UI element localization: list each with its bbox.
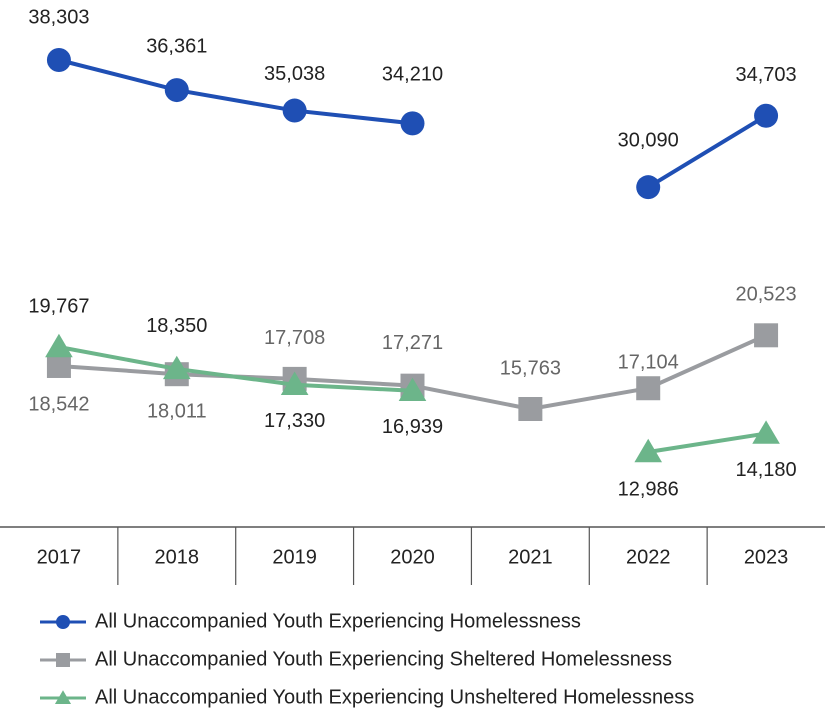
data-label: 17,708 (264, 327, 325, 349)
data-label: 15,763 (500, 357, 561, 379)
data-label: 18,542 (28, 393, 89, 415)
data-point (280, 371, 309, 395)
data-point (636, 175, 661, 200)
data-label: 34,703 (735, 64, 796, 86)
series-line (58, 345, 767, 454)
x-tick-label: 2021 (508, 546, 553, 568)
data-point (752, 420, 780, 444)
data-point (754, 103, 779, 128)
data-label: 35,038 (264, 63, 325, 85)
series-line (58, 58, 768, 189)
data-label: 18,011 (147, 400, 207, 422)
x-tick-label: 2017 (37, 546, 82, 568)
legend-label: All Unaccompanied Youth Experiencing Hom… (95, 610, 581, 632)
legend-marker (54, 690, 72, 704)
data-label: 17,330 (264, 410, 325, 432)
data-label: 18,350 (146, 315, 207, 337)
data-point (46, 48, 71, 72)
legend-label: All Unaccompanied Youth Experiencing She… (95, 648, 672, 670)
data-label: 38,303 (28, 6, 89, 28)
data-point (754, 323, 779, 348)
x-tick-label: 2018 (155, 546, 200, 568)
data-point (46, 353, 71, 378)
data-point (634, 438, 663, 463)
data-point (164, 78, 189, 103)
data-label: 19,767 (28, 295, 89, 317)
data-point (162, 355, 191, 380)
data-label: 12,986 (618, 478, 679, 500)
data-point (518, 397, 543, 422)
x-tick-label: 2022 (626, 546, 671, 568)
x-tick-label: 2020 (390, 546, 435, 568)
legend-label: All Unaccompanied Youth Experiencing Uns… (95, 686, 694, 708)
data-label: 36,361 (146, 35, 207, 57)
legend-marker (56, 653, 70, 667)
x-tick-label: 2023 (744, 546, 789, 568)
data-label: 17,271 (382, 332, 443, 354)
data-point (45, 333, 73, 358)
data-label: 30,090 (618, 129, 679, 151)
data-point (400, 111, 425, 136)
x-tick-label: 2019 (272, 546, 317, 568)
data-label: 14,180 (735, 459, 796, 481)
data-label: 20,523 (735, 284, 796, 306)
legend-marker (56, 615, 70, 629)
data-label: 17,104 (618, 352, 679, 374)
data-label: 34,210 (382, 64, 443, 86)
data-label: 16,939 (382, 416, 443, 438)
data-point (636, 376, 661, 401)
data-point (398, 377, 427, 401)
data-point (282, 98, 307, 123)
